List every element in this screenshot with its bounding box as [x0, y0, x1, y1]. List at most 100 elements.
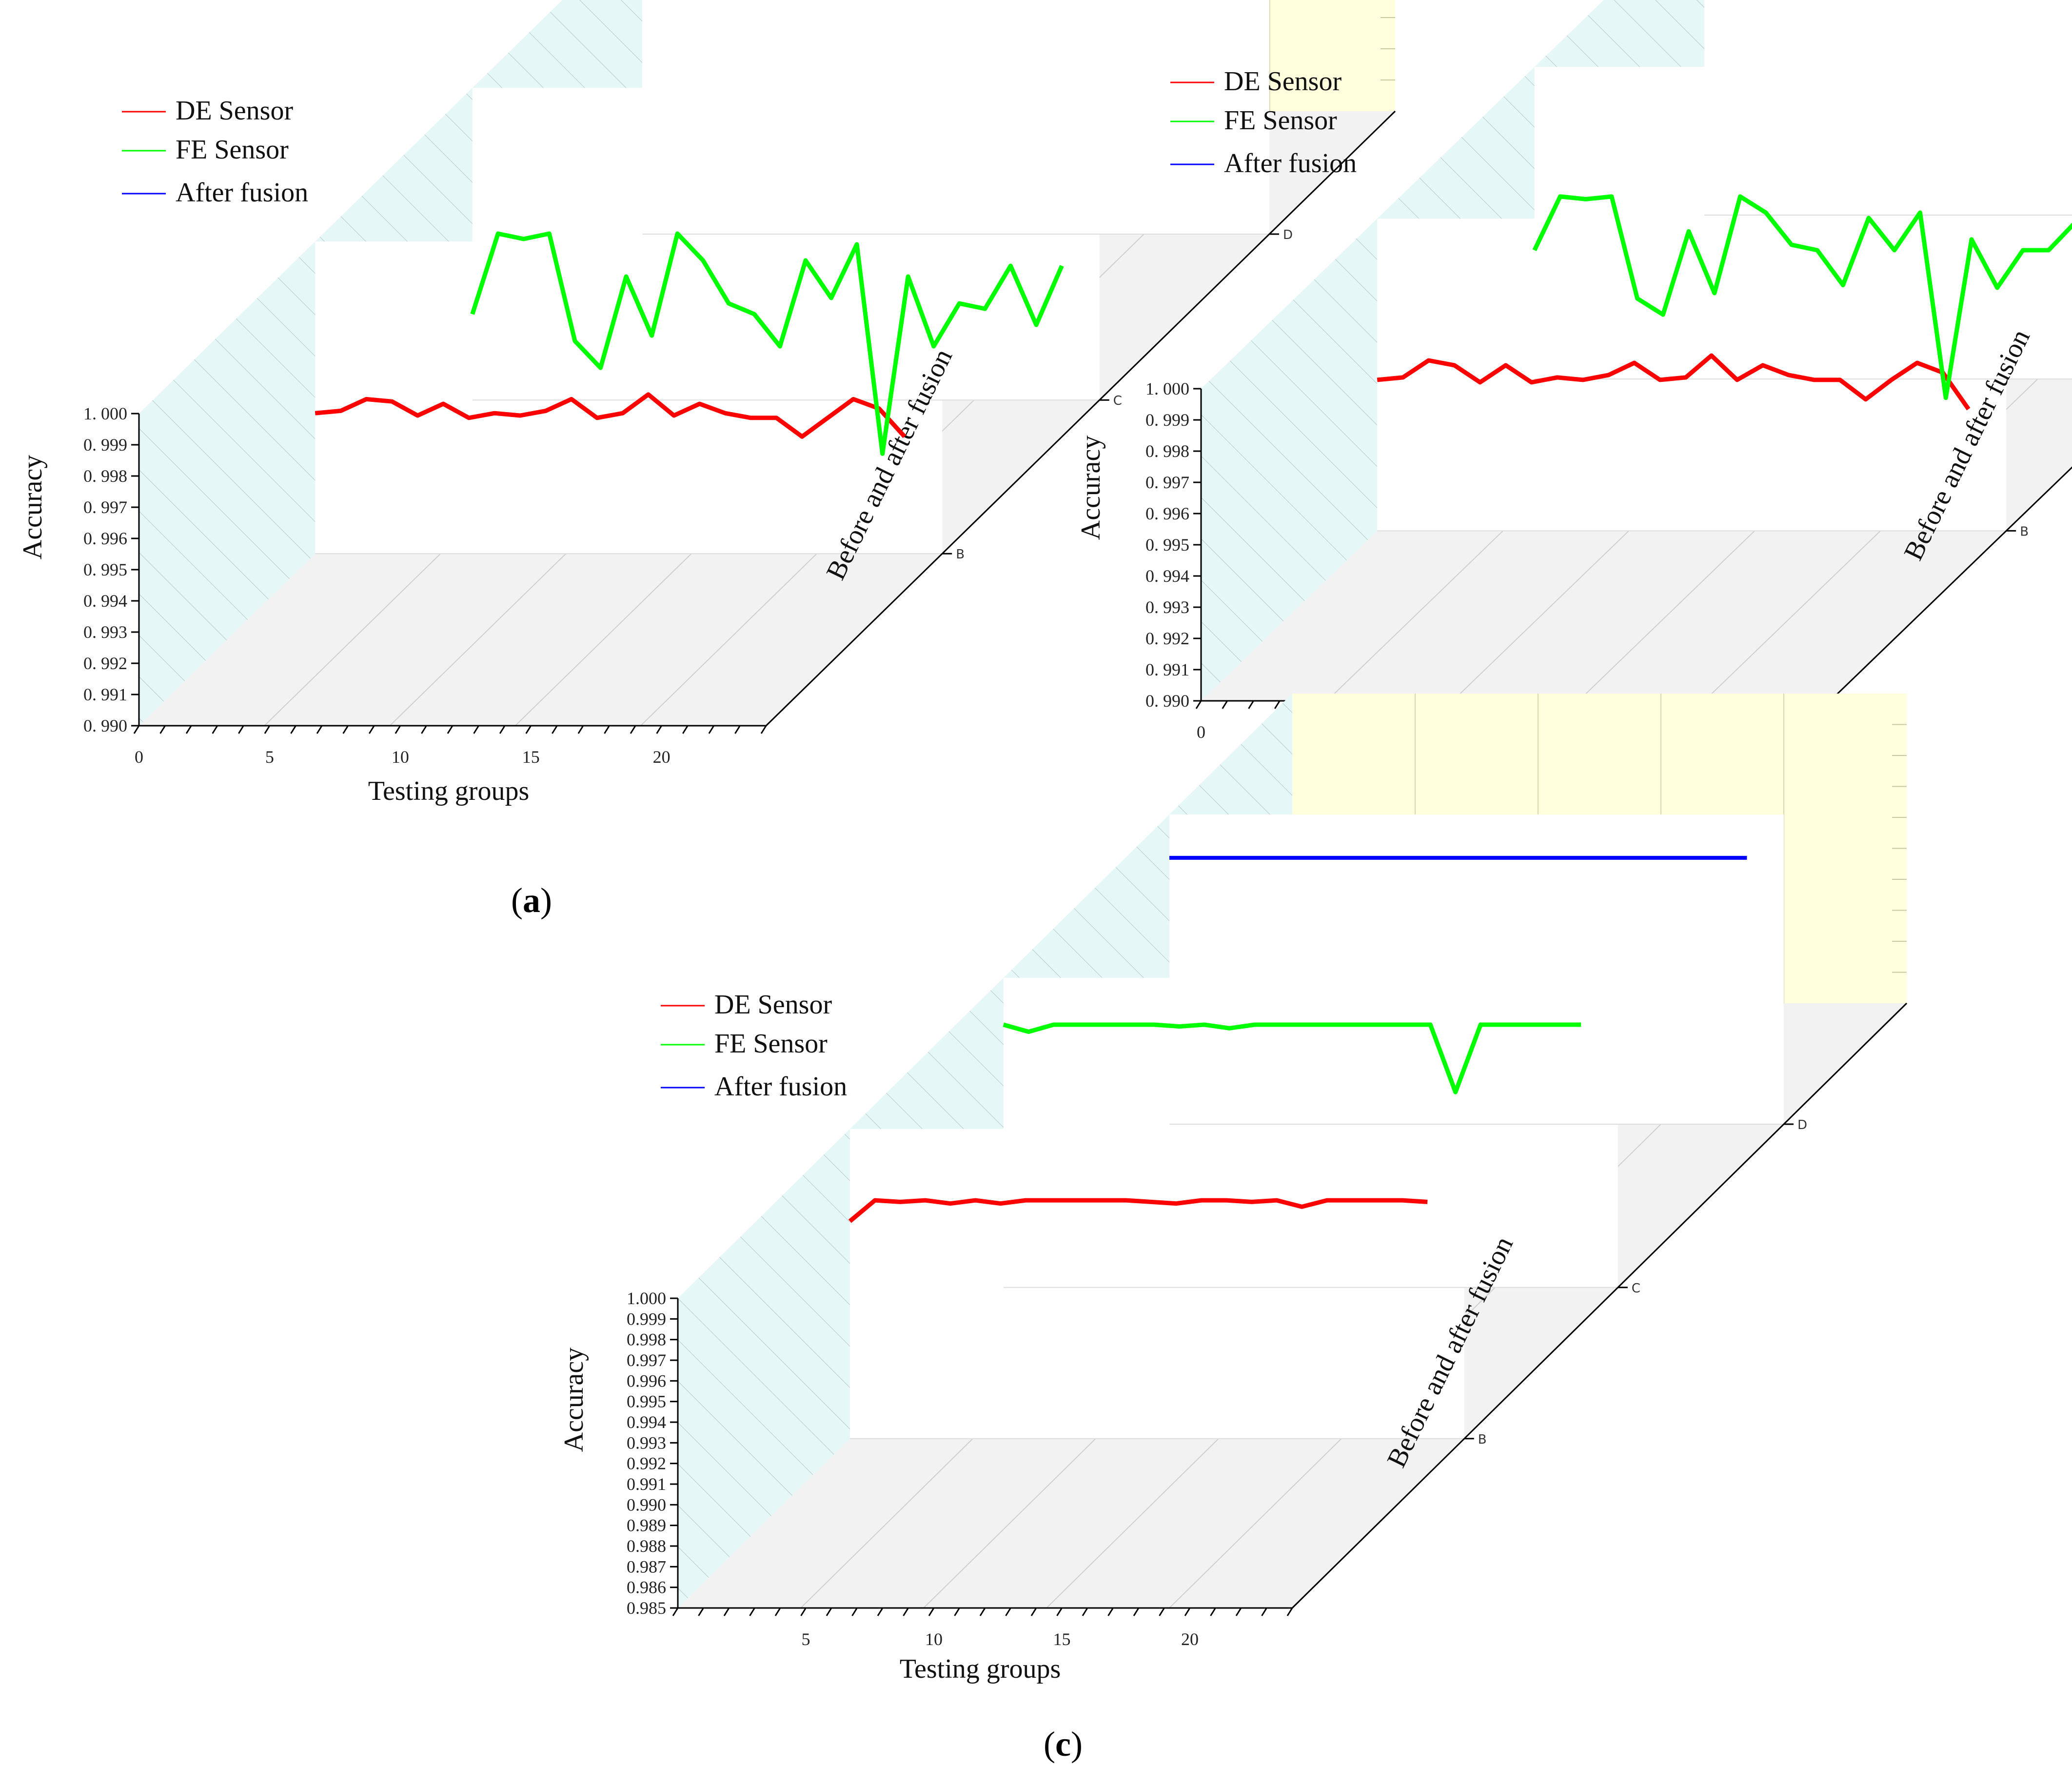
- x-tick-mark: [368, 725, 375, 734]
- x-tick-mark: [316, 725, 323, 734]
- legend-label-fe: FE Sensor: [1224, 105, 1337, 136]
- de-sensor-line: [315, 392, 907, 439]
- y-tick-label: 0. 995: [83, 560, 127, 579]
- depth-tick-label: B: [1478, 1432, 1487, 1447]
- x-tick-mark: [928, 1607, 935, 1616]
- y-axis-label: Accuracy: [559, 1348, 589, 1452]
- x-tick-label: 5: [265, 747, 274, 767]
- panel-caption: (c): [1044, 1725, 1083, 1764]
- y-tick-label: 0. 998: [1145, 441, 1189, 461]
- x-tick-mark: [630, 725, 636, 734]
- x-tick-mark: [851, 1607, 858, 1616]
- x-tick-mark: [1082, 1607, 1088, 1616]
- x-tick-mark: [1005, 1607, 1011, 1616]
- depth-tick-label: C: [1632, 1281, 1640, 1296]
- x-tick-mark: [800, 1607, 807, 1616]
- x-tick-mark: [656, 725, 662, 734]
- y-tick-label: 0.992: [627, 1454, 666, 1473]
- x-tick-mark: [604, 725, 610, 734]
- x-tick-mark: [133, 725, 140, 734]
- x-tick-mark: [1030, 1607, 1037, 1616]
- legend-label-fe: FE Sensor: [176, 135, 289, 165]
- panel-caption-letter: a: [523, 881, 540, 920]
- x-tick-mark: [1195, 700, 1202, 709]
- fe-sensor-line: [470, 231, 1064, 456]
- y-tick-label: 1. 000: [83, 404, 127, 423]
- x-tick-mark: [682, 725, 689, 734]
- x-tick-mark: [264, 725, 271, 734]
- y-tick-label: 0. 991: [1145, 660, 1189, 679]
- x-tick-mark: [877, 1607, 884, 1616]
- x-tick-mark: [447, 725, 454, 734]
- y-tick-label: 0.988: [627, 1536, 666, 1556]
- y-tick-label: 0. 993: [83, 622, 127, 642]
- chart-panel-a: 0. 990 0. 991 0. 992 0. 993 0. 994 0. 995 0. 9…: [18, 0, 1396, 920]
- y-tick-label: 0.987: [627, 1557, 666, 1576]
- y-tick-label: 0. 990: [1145, 691, 1189, 711]
- y-tick-label: 0. 990: [83, 716, 127, 735]
- y-tick-label: 0. 998: [83, 466, 127, 486]
- x-tick-mark: [734, 725, 741, 734]
- x-tick-mark: [1222, 700, 1228, 709]
- y-tick-label: 0. 999: [83, 435, 127, 455]
- x-tick-mark: [698, 1607, 704, 1616]
- x-tick-mark: [979, 1607, 986, 1616]
- x-tick-mark: [1056, 1607, 1063, 1616]
- y-tick-label: 0. 992: [1145, 629, 1189, 648]
- y-axis-label: Accuracy: [18, 455, 48, 560]
- x-tick-mark: [1107, 1607, 1114, 1616]
- de-sensor-line: [1377, 353, 1971, 411]
- panel-caption-letter: c: [1055, 1725, 1071, 1764]
- y-tick-label: 0.997: [627, 1350, 666, 1370]
- fe-sensor-line: [1532, 194, 2072, 400]
- chart-panel-b: 0. 990 0. 991 0. 992 0. 993 0. 994 0. 995 0. 9…: [1076, 0, 2072, 920]
- x-tick-mark: [1286, 1607, 1293, 1616]
- x-tick-mark: [826, 1607, 832, 1616]
- depth-tick-label: B: [2020, 524, 2029, 539]
- depth-axis-line: [765, 110, 1396, 727]
- x-tick-label: 0: [135, 747, 143, 767]
- y-tick-label: 0. 992: [83, 654, 127, 673]
- x-tick-mark: [708, 725, 715, 734]
- series-plane-d: [1169, 814, 1784, 1124]
- x-axis-label: Testing groups: [368, 776, 530, 806]
- x-tick-label: 0: [1197, 722, 1205, 742]
- y-tick-label: 0. 991: [83, 685, 127, 704]
- x-tick-mark: [1248, 700, 1254, 709]
- x-tick-mark: [552, 725, 558, 734]
- fe-sensor-line: [1003, 1022, 1581, 1094]
- legend-label-fusion: After fusion: [714, 1072, 847, 1102]
- y-tick-label: 0.995: [627, 1392, 666, 1411]
- y-tick-label: 0. 997: [83, 497, 127, 517]
- x-tick-mark: [774, 1607, 781, 1616]
- legend-label-fe: FE Sensor: [714, 1029, 828, 1059]
- depth-tick-label: D: [1283, 228, 1293, 242]
- x-tick-mark: [723, 1607, 730, 1616]
- x-tick-mark: [421, 725, 427, 734]
- y-tick-label: 0. 996: [83, 529, 127, 548]
- depth-tick-label: C: [1113, 394, 1122, 408]
- y-tick-label: 0.989: [627, 1516, 666, 1535]
- y-tick-label: 0. 994: [83, 591, 127, 611]
- x-tick-mark: [1133, 1607, 1140, 1616]
- x-tick-mark: [238, 725, 244, 734]
- y-tick-label: 0. 994: [1145, 566, 1189, 586]
- x-axis-label: Testing groups: [900, 1654, 1061, 1684]
- x-tick-mark: [1210, 1607, 1216, 1616]
- y-tick-label: 0. 999: [1145, 410, 1189, 430]
- x-tick-mark: [749, 1607, 755, 1616]
- x-tick-mark: [212, 725, 218, 734]
- y-tick-label: 0. 995: [1145, 535, 1189, 555]
- depth-tick-label: D: [1797, 1118, 1807, 1132]
- x-tick-mark: [1235, 1607, 1242, 1616]
- y-tick-label: 0.991: [627, 1474, 666, 1494]
- series-plane-d: [642, 0, 1269, 234]
- x-tick-mark: [954, 1607, 960, 1616]
- y-axis-label: Accuracy: [1076, 436, 1106, 540]
- x-tick-mark: [1261, 1607, 1267, 1616]
- x-tick-mark: [760, 725, 767, 734]
- de-sensor-line: [848, 1198, 1428, 1223]
- legend-label-fusion: After fusion: [1224, 148, 1357, 179]
